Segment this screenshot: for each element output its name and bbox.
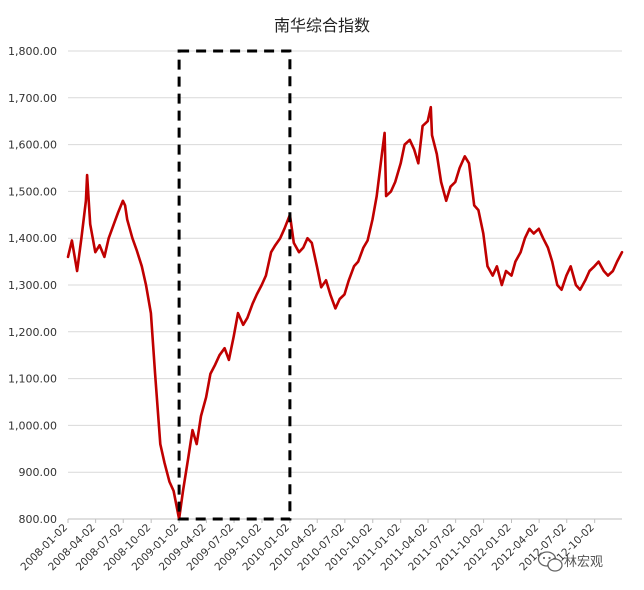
grid-lines [68, 50, 622, 520]
y-tick-label: 1,000.00 [8, 419, 57, 432]
chart-title: 南华综合指数 [274, 16, 370, 35]
highlight-layer [177, 49, 292, 521]
watermark-text: 林宏观 [564, 555, 603, 570]
y-tick-label: 1,300.00 [8, 279, 57, 292]
y-tick-label: 1,700.00 [8, 92, 57, 105]
watermark: 林宏观 [537, 551, 603, 572]
y-tick-label: 900.00 [19, 466, 58, 479]
y-tick-label: 1,500.00 [8, 185, 57, 198]
series-line [66, 105, 624, 521]
y-tick-label: 1,400.00 [8, 232, 57, 245]
y-axis-ticks: 800.00 900.00 1,000.00 1,100.00 1,200.00 1,30… [8, 45, 57, 526]
wechat-icon [537, 551, 563, 572]
x-axis-ticks: 2008-01-022008-04-022008-07-022008-10-02… [18, 519, 597, 573]
series-layer [66, 105, 624, 521]
y-tick-label: 800.00 [19, 513, 58, 526]
y-tick-label: 1,800.00 [8, 45, 57, 58]
highlight-box [177, 49, 292, 521]
y-tick-label: 1,100.00 [8, 373, 57, 386]
y-tick-label: 1,200.00 [8, 326, 57, 339]
y-tick-label: 1,600.00 [8, 139, 57, 152]
